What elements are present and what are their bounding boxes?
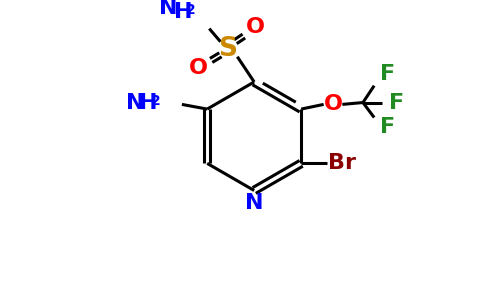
Text: N: N (126, 92, 144, 112)
Text: O: O (245, 17, 265, 37)
Text: N: N (159, 0, 177, 18)
Text: 2: 2 (151, 94, 161, 108)
Text: H: H (174, 2, 192, 22)
Text: H: H (139, 92, 157, 112)
Text: Br: Br (328, 153, 356, 173)
Text: F: F (389, 92, 404, 112)
Text: O: O (188, 58, 208, 78)
Text: N: N (245, 193, 263, 213)
Text: S: S (218, 36, 238, 62)
Text: 2: 2 (186, 3, 196, 17)
Text: F: F (380, 64, 395, 85)
Text: O: O (323, 94, 343, 114)
Text: F: F (380, 117, 395, 137)
